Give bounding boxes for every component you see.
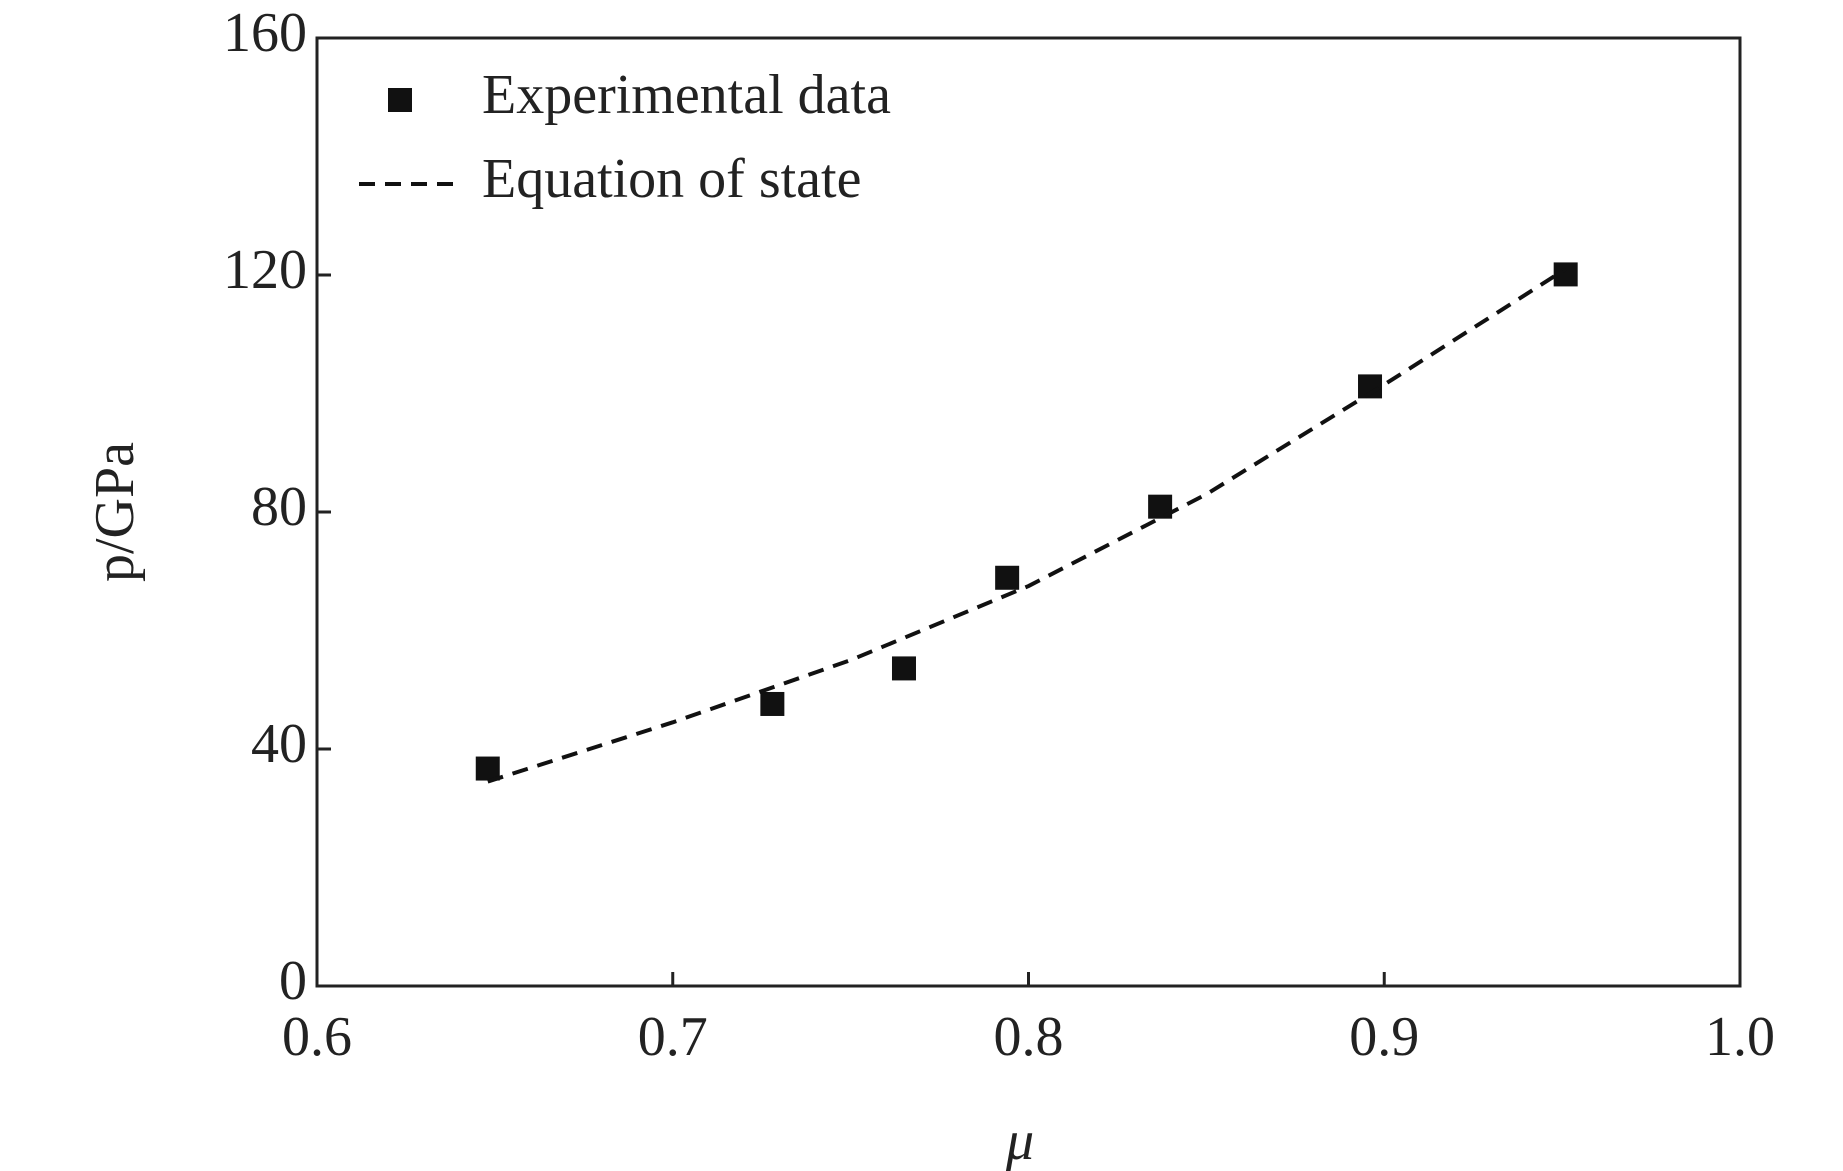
x-tick-label: 1.0 [1705,1006,1775,1068]
y-tick-label: 160 [223,2,307,64]
data-point [1148,494,1173,519]
y-tick-label: 120 [223,239,307,301]
data-point [475,756,500,781]
legend-marker [388,88,412,112]
x-tick-label: 0.7 [638,1006,708,1068]
data-point [995,565,1020,590]
fit-line [487,267,1567,784]
y-tick-label: 80 [251,476,307,538]
x-tick-label: 0.6 [282,1006,352,1068]
y-axis-label: p/GPa [84,442,146,582]
data-point [760,691,785,716]
legend-label: Equation of state [482,148,861,210]
legend-label: Experimental data [482,64,891,126]
y-tick-label: 0 [279,950,307,1012]
x-axis-label: μ [1005,1110,1034,1171]
y-tick-label: 40 [251,713,307,775]
x-tick-label: 0.9 [1349,1006,1419,1068]
data-point [1553,262,1578,287]
x-tick-label: 0.8 [994,1006,1064,1068]
data-point [891,656,916,681]
